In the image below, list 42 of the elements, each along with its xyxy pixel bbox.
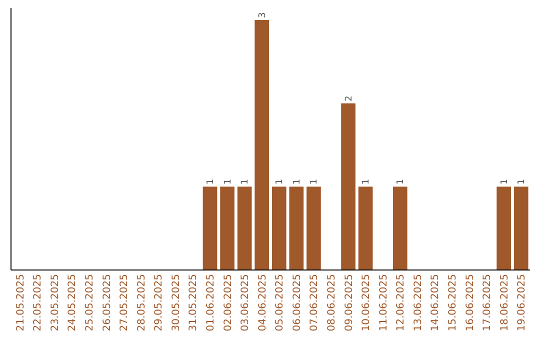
x-tick-label: 29.05.2025 — [154, 274, 165, 332]
x-tick-label: 19.06.2025 — [516, 274, 528, 332]
x-tick-label: 14.06.2025 — [430, 274, 442, 332]
data-label: 1 — [362, 178, 372, 185]
x-tick-label: 08.06.2025 — [326, 274, 338, 332]
data-label: 1 — [310, 178, 320, 185]
x-tick-label: 13.06.2025 — [412, 274, 424, 332]
x-tick-label: 09.06.2025 — [344, 274, 355, 332]
data-label: 2 — [344, 96, 354, 102]
x-tick-label: 24.05.2025 — [67, 274, 78, 332]
data-label: 3 — [258, 12, 268, 18]
data-label: 1 — [206, 178, 216, 185]
x-tick-label: 30.05.2025 — [170, 274, 182, 332]
x-tick-label: 31.05.2025 — [188, 274, 200, 332]
data-label: 1 — [517, 178, 528, 185]
x-tick-label: 26.05.2025 — [102, 274, 113, 332]
data-label: 1 — [292, 178, 302, 185]
x-tick-label: 18.06.2025 — [499, 274, 510, 332]
x-tick-label: 07.06.2025 — [309, 274, 320, 332]
data-label: 1 — [223, 178, 234, 185]
x-tick-label: 22.05.2025 — [32, 274, 44, 332]
x-tick-label: 01.06.2025 — [206, 274, 217, 332]
x-tick-label: 04.06.2025 — [257, 274, 268, 332]
x-tick-label: 02.06.2025 — [222, 274, 234, 332]
x-tick-label: 05.06.2025 — [274, 274, 286, 332]
x-tick-label: 10.06.2025 — [361, 274, 372, 332]
x-tick-label: 17.06.2025 — [482, 274, 494, 332]
x-tick-label: 15.06.2025 — [447, 274, 458, 332]
data-label: 1 — [396, 178, 406, 185]
data-label: 1 — [240, 178, 251, 185]
data-label: 1 — [275, 178, 286, 185]
x-tick-label: 25.05.2025 — [84, 274, 96, 332]
x-tick-label: 27.05.2025 — [119, 274, 130, 332]
x-tick-label: 11.06.2025 — [378, 274, 390, 332]
x-tick-label: 16.06.2025 — [464, 274, 476, 332]
x-tick-label: 03.06.2025 — [240, 274, 252, 332]
x-tick-label: 12.06.2025 — [396, 274, 407, 332]
x-tick-label: 21.05.2025 — [15, 274, 26, 332]
x-tick-label: 23.05.2025 — [50, 274, 61, 332]
x-tick-label: 28.05.2025 — [136, 274, 148, 332]
x-tick-label: 06.06.2025 — [292, 274, 303, 332]
data-label: 1 — [500, 178, 510, 185]
